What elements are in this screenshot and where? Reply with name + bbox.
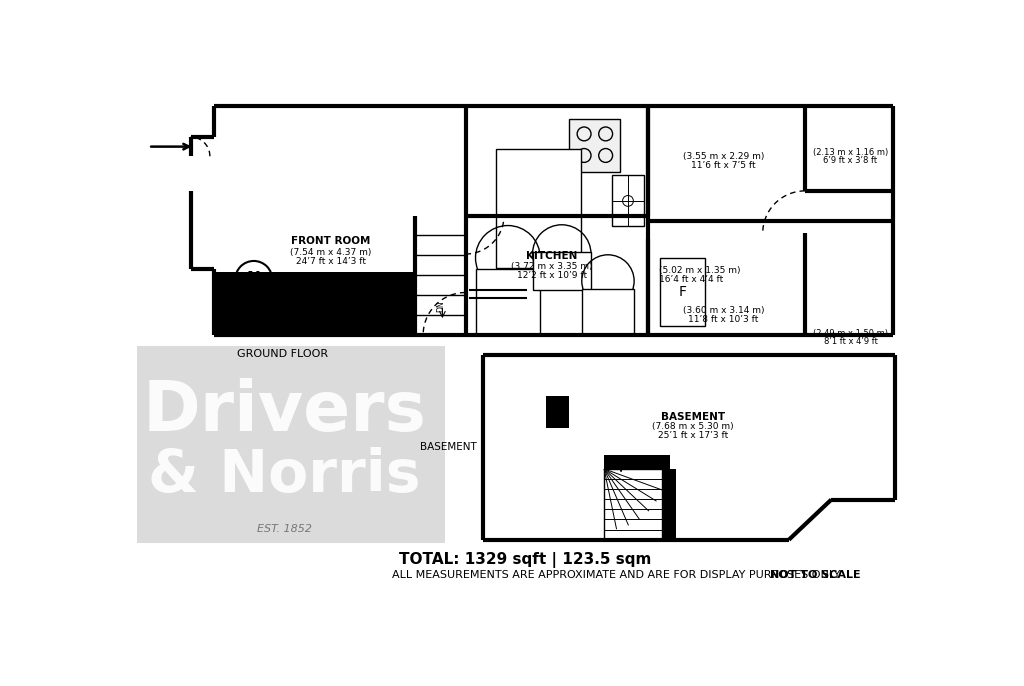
Bar	[547, 396, 569, 428]
Text: (3.72 m x 3.35 m): (3.72 m x 3.35 m)	[511, 262, 593, 271]
Text: 11’6 ft x 7’5 ft: 11’6 ft x 7’5 ft	[691, 161, 756, 170]
Bar	[497, 149, 581, 268]
Bar	[137, 346, 444, 543]
Bar	[569, 119, 621, 172]
Bar	[214, 272, 416, 335]
Text: Drivers: Drivers	[142, 379, 427, 445]
Bar	[660, 258, 705, 326]
Text: (7.54 m x 4.37 m): (7.54 m x 4.37 m)	[290, 248, 372, 257]
Text: ALL MEASUREMENTS ARE APPROXIMATE AND ARE FOR DISPLAY PURPOSES ONLY: ALL MEASUREMENTS ARE APPROXIMATE AND ARE…	[392, 570, 844, 580]
Text: F: F	[679, 285, 687, 299]
Text: (3.55 m x 2.29 m): (3.55 m x 2.29 m)	[683, 152, 764, 161]
Text: (3.60 m x 3.14 m): (3.60 m x 3.14 m)	[683, 306, 764, 315]
Text: (7.68 m x 5.30 m): (7.68 m x 5.30 m)	[652, 422, 733, 431]
Text: & Norris: & Norris	[148, 447, 421, 504]
Text: (2.13 m x 1.16 m): (2.13 m x 1.16 m)	[813, 148, 888, 157]
Bar	[604, 469, 662, 540]
Text: DN: DN	[436, 300, 445, 311]
Text: KITCHEN: KITCHEN	[526, 251, 578, 261]
Bar	[604, 455, 670, 478]
Text: TOTAL: 1329 sqft | 123.5 sqm: TOTAL: 1329 sqft | 123.5 sqm	[398, 552, 651, 568]
Text: 11’8 ft x 10’3 ft: 11’8 ft x 10’3 ft	[688, 315, 759, 324]
Text: 24’7 ft x 14’3 ft: 24’7 ft x 14’3 ft	[296, 257, 366, 266]
Bar	[611, 176, 644, 226]
Text: N: N	[247, 270, 261, 288]
Bar	[662, 469, 676, 540]
Text: GROUND FLOOR: GROUND FLOOR	[237, 348, 328, 359]
Bar	[532, 252, 591, 290]
Text: BASEMENT: BASEMENT	[660, 412, 725, 421]
Text: 16’4 ft x 4’4 ft: 16’4 ft x 4’4 ft	[658, 275, 723, 284]
Text: NOT TO SCALE: NOT TO SCALE	[770, 570, 860, 580]
Text: (2.49 m x 1.50 m): (2.49 m x 1.50 m)	[813, 329, 888, 338]
Text: 12’2 ft x 10’9 ft: 12’2 ft x 10’9 ft	[517, 271, 587, 280]
Bar	[582, 289, 634, 335]
Text: 8’1 ft x 4’9 ft: 8’1 ft x 4’9 ft	[823, 338, 878, 346]
Text: FRONT ROOM: FRONT ROOM	[291, 236, 371, 246]
Bar	[475, 270, 541, 335]
Text: UP: UP	[607, 456, 617, 465]
Text: (5.02 m x 1.35 m): (5.02 m x 1.35 m)	[658, 265, 740, 274]
Text: EST. 1852: EST. 1852	[257, 524, 312, 534]
Text: BASEMENT: BASEMENT	[420, 442, 477, 452]
Text: 25’1 ft x 17’3 ft: 25’1 ft x 17’3 ft	[657, 431, 728, 440]
Text: 6’9 ft x 3’8 ft: 6’9 ft x 3’8 ft	[823, 156, 878, 165]
